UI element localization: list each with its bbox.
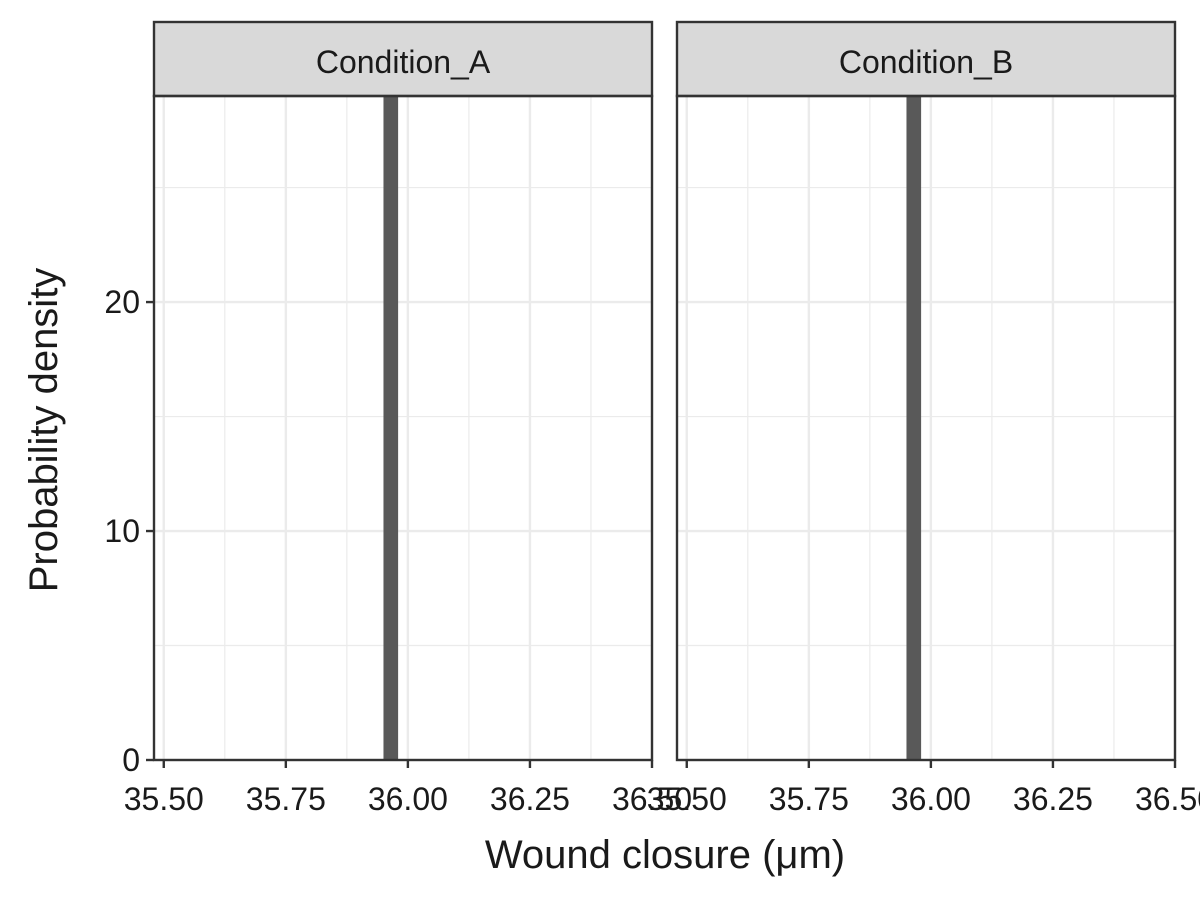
x-tick-label: 35.50 [647,781,727,817]
histogram-bar [383,96,399,760]
panel-background [154,96,652,760]
x-tick-label: 35.50 [124,781,204,817]
x-tick-label: 36.50 [1135,781,1200,817]
panel-background [677,96,1175,760]
facet-strip-label: Condition_A [316,44,491,80]
y-tick-label: 20 [104,284,140,320]
panels-layer: Condition_A35.50 35.75 36.00 36.25 36.50Cond… [124,20,1200,817]
x-tick-label: 36.00 [891,781,971,817]
x-tick-label: 35.75 [769,781,849,817]
x-axis-title: Wound closure (μm) [485,833,845,877]
panel-border [152,94,654,762]
facet-strip-label: Condition_B [839,44,1013,80]
histogram-bar [906,96,922,760]
y-tick-label: 10 [104,513,140,549]
x-tick-label: 36.00 [368,781,448,817]
y-axis: 0 10 20 [104,284,154,778]
panel-border [675,94,1177,762]
x-tick-label: 35.75 [246,781,326,817]
y-tick-label: 0 [122,742,140,778]
facet-panel-2: Condition_B 35.50 35.75 36.00 36.25 36.50 [647,20,1200,817]
facet-strip [152,20,654,98]
facet-panel-1: Condition_A 35.50 35.75 36.00 36.25 36.50 [124,20,692,817]
x-tick-label: 36.25 [1013,781,1093,817]
x-tick-label: 36.25 [490,781,570,817]
y-axis-title: Probability density [22,268,66,593]
x-tick-label: 36.50 [612,781,692,817]
facet-strip [675,20,1177,98]
